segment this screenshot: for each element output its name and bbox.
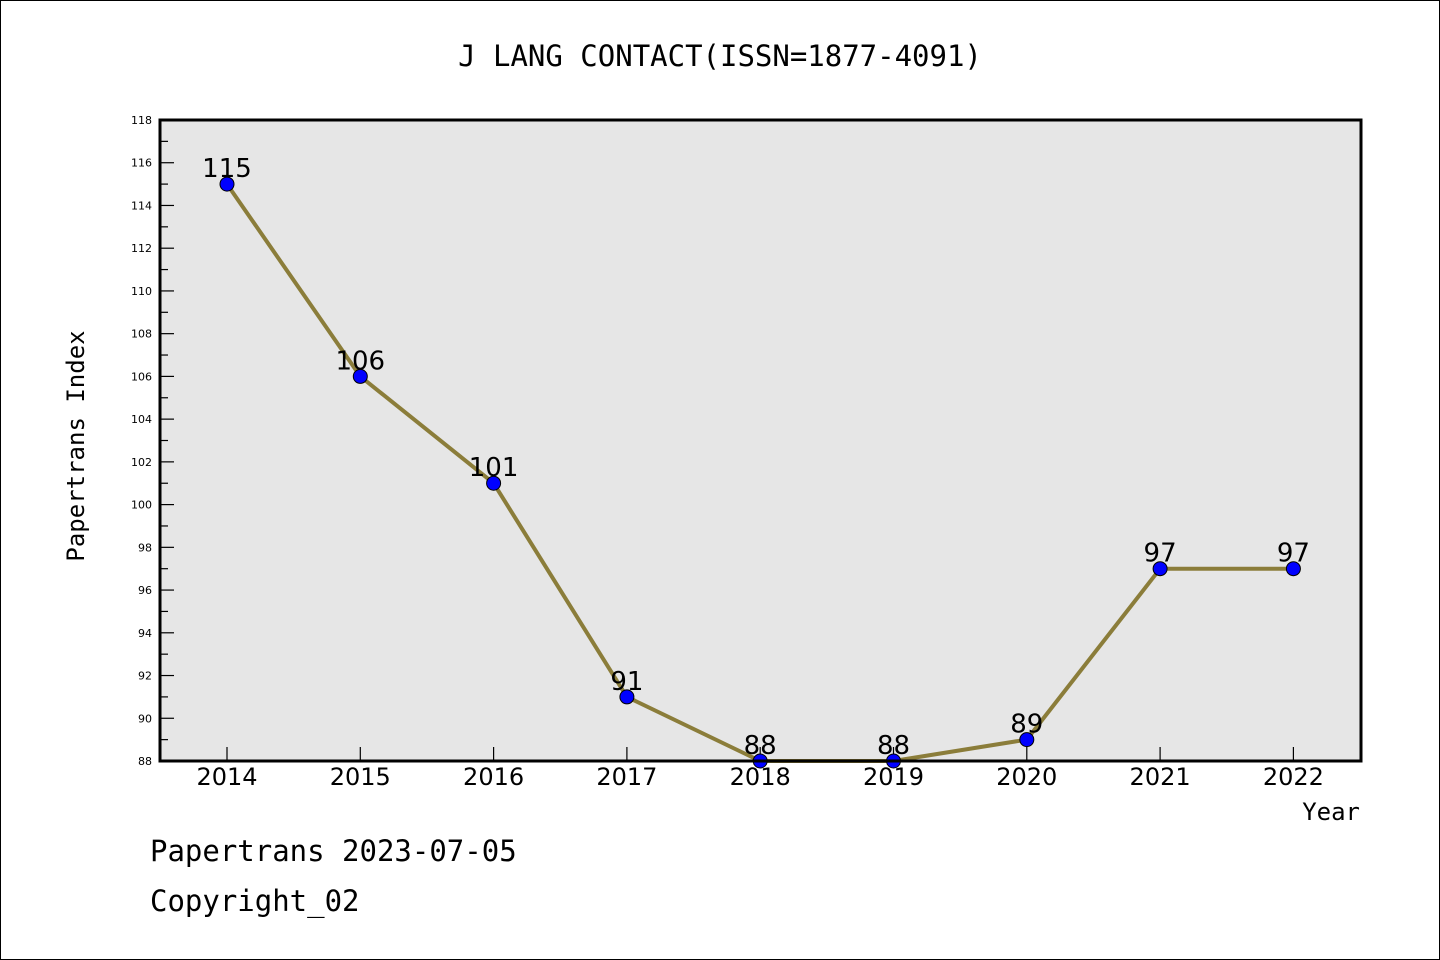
y-tick-label: 110 xyxy=(131,285,152,298)
x-tick-label: 2016 xyxy=(463,763,524,791)
data-label: 97 xyxy=(1277,539,1310,569)
data-label: 88 xyxy=(744,731,777,761)
series-group: 115 106 101 91 88 88 89 97 97 xyxy=(202,154,1310,769)
plot-border xyxy=(158,118,1363,763)
x-tick-label: 2014 xyxy=(196,763,257,791)
data-point-marker xyxy=(619,689,635,705)
y-tick-label: 116 xyxy=(131,157,152,170)
y-tick-label: 102 xyxy=(131,456,152,469)
footer-date: Papertrans 2023-07-05 xyxy=(150,834,517,868)
plot-area xyxy=(160,120,1361,761)
data-point-marker xyxy=(352,368,368,384)
y-tick-label: 118 xyxy=(131,114,152,127)
y-tick-label: 88 xyxy=(138,755,152,768)
y-tick-label: 108 xyxy=(131,328,152,341)
x-tick-label: 2020 xyxy=(996,763,1057,791)
y-axis-label: Papertrans Index xyxy=(62,330,90,561)
y-tick-label: 106 xyxy=(131,370,152,383)
y-tick-label: 96 xyxy=(138,584,152,597)
data-label: 106 xyxy=(335,346,385,376)
y-tick-label: 114 xyxy=(131,199,152,212)
y-tick-label: 100 xyxy=(131,499,152,512)
x-tick-label: 2022 xyxy=(1263,763,1324,791)
y-tick-label: 104 xyxy=(131,413,152,426)
y-axis-ticks: 88 90 92 94 96 98 100 102 104 106 108 110 112 114 116 1… xyxy=(131,114,174,768)
x-axis-label: Year xyxy=(1302,798,1360,826)
data-label: 101 xyxy=(469,453,519,483)
data-label: 88 xyxy=(877,731,910,761)
data-label: 115 xyxy=(202,154,252,184)
data-label: 97 xyxy=(1144,539,1177,569)
data-point-marker xyxy=(1019,732,1035,748)
y-tick-label: 90 xyxy=(138,712,152,725)
y-tick-label: 94 xyxy=(138,627,152,640)
data-point-marker xyxy=(219,176,235,192)
x-tick-label: 2017 xyxy=(596,763,657,791)
x-tick-label: 2021 xyxy=(1130,763,1191,791)
y-tick-label: 98 xyxy=(138,541,152,554)
data-label: 89 xyxy=(1010,710,1043,740)
footer-copyright: Copyright_02 xyxy=(150,884,360,918)
data-point-marker xyxy=(1285,561,1301,577)
y-tick-label: 112 xyxy=(131,242,152,255)
data-point-marker xyxy=(486,475,502,491)
x-tick-label: 2015 xyxy=(330,763,391,791)
y-tick-label: 92 xyxy=(138,670,152,683)
data-label: 91 xyxy=(610,667,643,697)
data-point-marker xyxy=(1152,561,1168,577)
chart-title: J LANG CONTACT(ISSN=1877-4091) xyxy=(458,39,982,73)
